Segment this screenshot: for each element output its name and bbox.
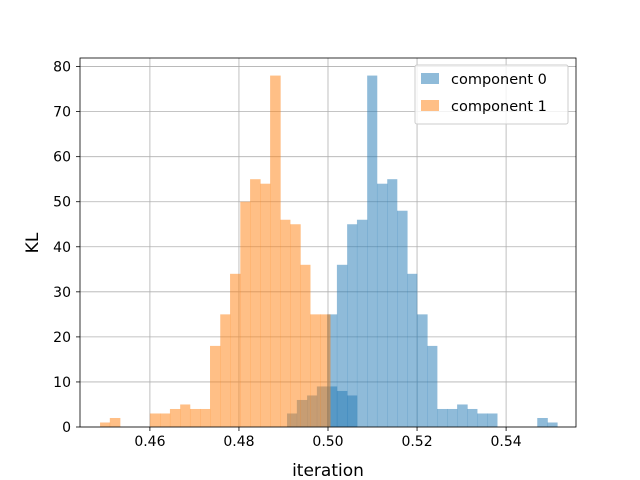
x-tick-label: 0.54 — [491, 434, 522, 450]
histogram-bar — [547, 422, 558, 427]
histogram-bar — [240, 201, 251, 427]
x-tick-label: 0.52 — [401, 434, 432, 450]
histogram-bar — [109, 417, 121, 427]
y-tick-label: 0 — [62, 420, 71, 436]
y-axis: 0 10 20 30 40 50 60 70 80 — [53, 60, 80, 436]
histogram-bar — [169, 408, 181, 427]
histogram-bar — [149, 413, 161, 427]
histogram-bar — [210, 345, 221, 427]
x-axis: 0.46 0.48 0.50 0.52 0.54 — [134, 427, 522, 450]
y-axis-label: KL — [23, 232, 43, 253]
histogram-bar — [336, 264, 348, 427]
histogram-bar — [230, 273, 241, 427]
histogram-bar — [327, 314, 338, 427]
histogram-bar — [280, 219, 291, 427]
histogram-bar — [487, 413, 498, 427]
legend-label-component-0: component 0 — [451, 72, 547, 88]
legend-box — [414, 64, 569, 125]
histogram-bar — [417, 314, 428, 427]
series-0-bars — [287, 75, 558, 428]
histogram-bar — [407, 273, 418, 427]
histogram-bar — [467, 408, 478, 427]
histogram-bar — [220, 314, 231, 427]
y-tick-label: 10 — [53, 375, 71, 391]
y-tick-label: 20 — [53, 330, 71, 346]
histogram-bar — [250, 179, 261, 427]
histogram-bar — [397, 210, 408, 427]
series-1-bars — [100, 75, 331, 428]
histogram-bar — [387, 179, 398, 427]
histogram-bar — [290, 224, 301, 427]
histogram-bar — [270, 75, 281, 428]
legend-swatch-component-1 — [421, 100, 439, 111]
histogram-bar — [427, 345, 438, 427]
histogram-bar — [347, 224, 358, 427]
histogram-bar — [367, 75, 378, 428]
y-tick-label: 60 — [53, 150, 71, 166]
bars — [100, 75, 558, 428]
histogram-bar — [200, 408, 211, 427]
histogram-bar — [477, 413, 488, 427]
y-tick-label: 40 — [53, 240, 71, 256]
histogram-bar — [537, 417, 548, 427]
histogram-bar — [310, 314, 321, 427]
histogram-bar — [260, 183, 271, 427]
legend: component 0 component 1 — [414, 64, 569, 125]
histogram-bar — [356, 219, 368, 427]
histogram-bar — [100, 422, 111, 427]
x-axis-label: iteration — [292, 461, 364, 480]
histogram-bar — [189, 408, 201, 427]
histogram-bar — [376, 183, 388, 427]
histogram-bar — [320, 314, 331, 427]
histogram-bar — [160, 413, 171, 427]
x-tick-label: 0.46 — [134, 434, 165, 450]
histogram-bar — [437, 408, 448, 427]
y-tick-label: 70 — [53, 105, 71, 121]
y-tick-label: 80 — [53, 60, 71, 76]
y-tick-label: 30 — [53, 285, 71, 301]
x-tick-label: 0.48 — [223, 434, 254, 450]
legend-swatch-component-0 — [421, 73, 439, 84]
legend-label-component-1: component 1 — [451, 99, 547, 115]
histogram-bar — [300, 264, 311, 427]
y-tick-label: 50 — [53, 195, 71, 211]
histogram-bar — [447, 408, 458, 427]
histogram-bar — [457, 404, 468, 427]
histogram-bar — [180, 404, 191, 427]
x-tick-label: 0.50 — [312, 434, 343, 450]
